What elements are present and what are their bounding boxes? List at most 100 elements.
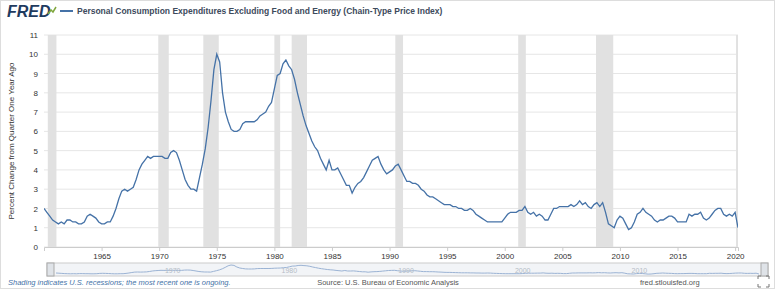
tick: 1980: [266, 247, 284, 261]
tick: 10: [29, 50, 44, 59]
tick-label: 1985: [324, 252, 342, 261]
recession-band: [518, 35, 526, 247]
tick-label: 1965: [93, 252, 111, 261]
legend-swatch: [60, 10, 73, 12]
tick-label: 5: [34, 147, 39, 156]
grid-line: [44, 189, 738, 190]
tick-mark: [562, 247, 563, 251]
tick-label: 2000: [496, 252, 514, 261]
tick: 1990: [381, 247, 399, 261]
tick-label: 9: [34, 70, 39, 79]
navigator-tick-label: 1970: [165, 267, 181, 274]
tick-label: 1975: [208, 252, 226, 261]
tick-label: 4: [34, 166, 39, 175]
tick: 6: [34, 127, 44, 136]
tick: 3: [34, 185, 44, 194]
tick-mark: [159, 247, 160, 251]
tick-label: 10: [29, 50, 38, 59]
logo-icon: [48, 7, 56, 14]
tick-label: 2005: [554, 252, 572, 261]
tick-label: 2010: [612, 252, 630, 261]
tick: 1975: [208, 247, 226, 261]
recession-band: [395, 35, 403, 247]
navigator-tick-label: 1990: [398, 267, 414, 274]
tick: 1965: [93, 247, 111, 261]
y-axis-title: Percent Change from Quarter One Year Ago: [7, 62, 16, 220]
footer-site: fred.stlouisfed.org: [640, 278, 700, 287]
tick: 1995: [439, 247, 457, 261]
tick: 2020: [727, 247, 745, 261]
tick: 9: [34, 70, 44, 79]
recession-band: [736, 35, 738, 247]
navigator-frame: [47, 263, 768, 276]
grid-line: [44, 54, 738, 55]
tick-label: 8: [34, 89, 39, 98]
grid-line: [44, 131, 738, 132]
background: [1, 1, 775, 289]
tick-label: 6: [34, 127, 39, 136]
tick-mark: [678, 247, 679, 251]
tick: 2010: [612, 247, 630, 261]
tick-mark: [274, 247, 275, 251]
navigator-handle[interactable]: [47, 263, 54, 276]
tick-label: 1995: [439, 252, 457, 261]
tick-label: 0: [34, 243, 39, 252]
tick-label: 1: [34, 224, 39, 233]
recession-band: [292, 35, 307, 247]
legend-label: Personal Consumption Expenditures Exclud…: [77, 6, 443, 16]
tick: 1985: [324, 247, 342, 261]
y-axis-line: [44, 36, 45, 248]
tick-label: 11: [30, 31, 39, 40]
tick-mark: [332, 247, 333, 251]
tick-label: 2020: [727, 252, 745, 261]
tick-label: 2015: [669, 252, 687, 261]
grid-line: [44, 112, 738, 113]
logo-icon-line: [48, 7, 56, 14]
tick: 4: [34, 166, 44, 175]
tick: 11: [30, 31, 44, 40]
tick-mark: [505, 247, 506, 251]
logo: FRED: [7, 3, 51, 20]
navigator-handle[interactable]: [761, 263, 768, 276]
chart: FRED Personal Consumption Expenditures Ex…: [0, 0, 775, 289]
series-line: [44, 54, 738, 229]
footer-note: Shading indicates U.S. recessions; the m…: [8, 278, 231, 287]
recession-band: [274, 35, 280, 247]
navigator-line: [56, 265, 759, 274]
tick: 2: [34, 205, 44, 214]
grid-line: [44, 208, 738, 209]
grid-line: [44, 73, 738, 74]
recession-band: [203, 35, 218, 247]
x-axis: 1965 1970 1975 1980 1985 1990 1995 2000 2005 2010…: [45, 247, 746, 261]
tick-label: 7: [34, 108, 39, 117]
fullscreen-icon[interactable]: [758, 276, 769, 287]
tick: 8: [34, 89, 44, 98]
tick-label: 1980: [266, 252, 284, 261]
tick: 2015: [669, 247, 687, 261]
tick: 2005: [554, 247, 572, 261]
grid-line: [44, 35, 738, 36]
grid-line: [44, 227, 738, 228]
grid-line: [44, 92, 738, 93]
tick-mark: [390, 247, 391, 251]
tick-mark: [102, 247, 103, 251]
footer-source: Source: U.S. Bureau of Economic Analysis: [317, 278, 459, 287]
tick-mark: [217, 247, 218, 251]
tick-mark: [447, 247, 448, 251]
tick: 5: [34, 147, 44, 156]
tick-label: 1990: [381, 252, 399, 261]
navigator-tick-label: 1980: [282, 267, 298, 274]
tick: 2000: [496, 247, 514, 261]
tick: 1970: [151, 247, 169, 261]
tick: 0: [34, 243, 44, 252]
grid: [44, 35, 738, 247]
tick-mark: [735, 247, 736, 251]
recession-band: [596, 35, 613, 247]
tick-mark: [620, 247, 621, 251]
navigator-tick-label: 2010: [632, 267, 648, 274]
tick-label: 3: [34, 185, 39, 194]
tick-label: 2: [34, 205, 39, 214]
x-axis-line: [45, 248, 739, 252]
tick-label: 1970: [151, 252, 169, 261]
navigator-tick-label: 2000: [515, 267, 531, 274]
